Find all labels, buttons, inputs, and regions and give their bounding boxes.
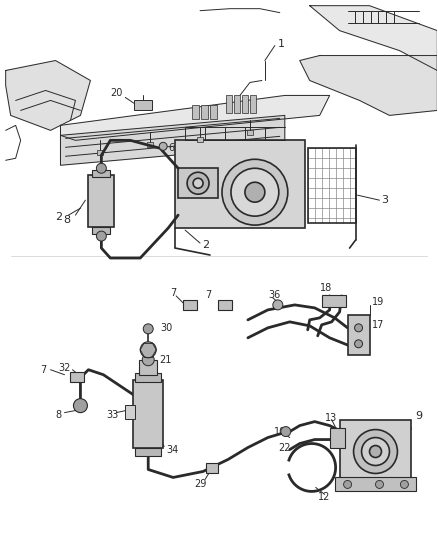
Text: 2: 2 [202, 240, 209, 250]
Circle shape [273, 300, 283, 310]
Text: 21: 21 [159, 355, 172, 365]
Bar [226, 95, 232, 114]
Bar [339, 419, 411, 481]
Text: 7: 7 [205, 290, 211, 300]
Text: 17: 17 [371, 320, 384, 330]
Text: 6: 6 [168, 143, 174, 154]
Bar [134, 100, 152, 110]
Circle shape [245, 182, 265, 202]
Bar [71, 372, 85, 382]
Bar [92, 170, 110, 177]
Circle shape [370, 446, 381, 457]
Text: 9: 9 [415, 410, 423, 421]
Circle shape [353, 430, 397, 473]
Circle shape [222, 159, 288, 225]
Bar [206, 464, 218, 473]
Bar [242, 95, 248, 114]
Circle shape [355, 324, 363, 332]
Circle shape [187, 172, 209, 194]
Text: 12: 12 [318, 492, 330, 503]
Text: 20: 20 [110, 88, 123, 99]
Bar [183, 300, 197, 310]
Bar [133, 379, 163, 448]
Text: 32: 32 [59, 363, 71, 373]
Bar [335, 478, 417, 491]
Bar [201, 106, 208, 119]
Bar [234, 95, 240, 114]
Polygon shape [60, 95, 330, 140]
Bar [135, 373, 161, 382]
Text: 36: 36 [268, 290, 280, 300]
Bar [147, 142, 153, 147]
Bar [247, 131, 253, 135]
Text: 7: 7 [170, 288, 177, 298]
Bar [125, 405, 135, 418]
Text: 34: 34 [166, 445, 178, 455]
Bar [88, 175, 114, 227]
Text: 29: 29 [194, 479, 206, 489]
Bar [197, 138, 203, 142]
Text: 30: 30 [160, 323, 173, 333]
Circle shape [142, 354, 154, 366]
Text: 33: 33 [106, 410, 119, 419]
Text: 13: 13 [325, 413, 337, 423]
Circle shape [355, 340, 363, 348]
Circle shape [361, 438, 389, 465]
Bar [330, 427, 345, 448]
Bar [135, 448, 161, 456]
Circle shape [140, 342, 156, 358]
Text: 3: 3 [381, 195, 389, 205]
Text: 10: 10 [274, 426, 286, 437]
Circle shape [159, 142, 167, 150]
Circle shape [96, 163, 106, 173]
Bar [210, 106, 217, 119]
Text: 8: 8 [56, 410, 62, 419]
Bar [139, 360, 157, 375]
Circle shape [375, 480, 384, 488]
Circle shape [400, 480, 408, 488]
Bar [218, 300, 232, 310]
Bar [175, 140, 305, 228]
Circle shape [343, 480, 352, 488]
Circle shape [74, 399, 88, 413]
Text: 22: 22 [278, 442, 290, 453]
Text: 19: 19 [371, 297, 384, 307]
Text: 8: 8 [64, 215, 71, 225]
Text: 18: 18 [320, 283, 332, 293]
Polygon shape [60, 116, 285, 165]
Polygon shape [310, 6, 437, 70]
Text: 7: 7 [41, 365, 47, 375]
Polygon shape [300, 55, 437, 116]
Circle shape [281, 426, 291, 437]
Circle shape [193, 178, 203, 188]
Text: 2: 2 [56, 212, 63, 222]
Polygon shape [6, 61, 90, 131]
Text: 1: 1 [278, 38, 285, 49]
Circle shape [96, 231, 106, 241]
Circle shape [143, 324, 153, 334]
Bar [178, 168, 218, 198]
Bar [348, 315, 370, 355]
Bar [321, 295, 346, 307]
Bar [250, 95, 256, 114]
Bar [308, 148, 356, 223]
Bar [192, 106, 199, 119]
Circle shape [231, 168, 279, 216]
Bar [92, 227, 110, 234]
Bar [97, 150, 103, 155]
